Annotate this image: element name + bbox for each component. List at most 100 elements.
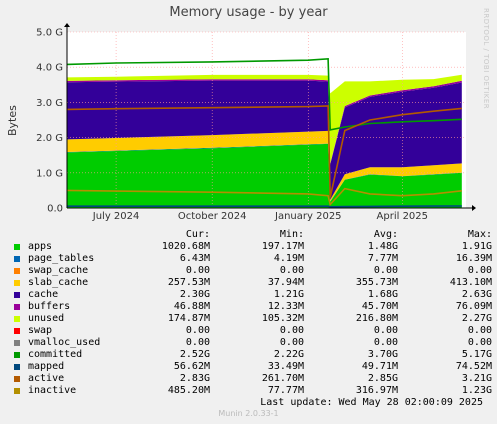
legend-swatch (14, 244, 20, 250)
memory-area-chart: 0.0 1.0 G 2.0 G 3.0 G 4.0 G 5.0 G July 2024 Oct… (36, 23, 476, 222)
legend-row-apps: apps 1020.68M 197.17M 1.48G 1.91G (12, 241, 492, 253)
chart-title: Memory usage - by year (169, 5, 328, 20)
rrdtool-watermark: RRDTOOL / TOBI OETIKER (482, 8, 490, 110)
legend-value-min: 261.70M (261, 373, 304, 384)
legend-row-inactive: inactive 485.20M 77.77M 316.97M 1.23G (12, 385, 492, 397)
legend-value-max: 5.17G (461, 349, 492, 360)
area-slab-cache (67, 130, 462, 202)
legend-table: Cur: Min: Avg: Max: apps 1020.68M 197.17M 1… (12, 229, 492, 397)
legend-swatch (14, 316, 20, 322)
legend-value-cur: 257.53M (167, 277, 210, 288)
legend-col-cur: Cur: (185, 229, 210, 240)
legend-value-avg: 49.71M (361, 361, 398, 372)
legend-col-max: Max: (467, 229, 492, 240)
legend-value-min: 0.00 (279, 337, 304, 348)
legend-value-cur: 46.88M (173, 301, 210, 312)
x-tick-label: January 2025 (274, 211, 342, 222)
legend-row-committed: committed 2.52G 2.22G 3.70G 5.17G (12, 349, 492, 361)
legend-value-avg: 0.00 (373, 325, 398, 336)
legend-series-name: unused (28, 313, 65, 324)
legend-value-avg: 316.97M (355, 385, 398, 396)
legend-value-min: 0.00 (279, 325, 304, 336)
legend-value-cur: 2.30G (179, 289, 210, 300)
y-tick-label: 5.0 G (36, 28, 63, 39)
legend-value-avg: 0.00 (373, 337, 398, 348)
legend-value-avg: 1.48G (367, 241, 398, 252)
legend-value-avg: 216.80M (355, 313, 398, 324)
legend-series-name: cache (28, 289, 59, 300)
line-committed (66, 57, 462, 131)
legend-value-cur: 174.87M (167, 313, 210, 324)
line-inactive (66, 187, 462, 207)
line-active (66, 105, 462, 198)
legend-value-cur: 485.20M (167, 385, 210, 396)
legend-value-max: 413.10M (449, 277, 492, 288)
legend-value-min: 0.00 (279, 265, 304, 276)
legend-swatch (14, 376, 20, 382)
y-tick-label: 4.0 G (36, 63, 63, 74)
legend-value-cur: 6.43M (179, 253, 210, 264)
legend-col-min: Min: (279, 229, 304, 240)
legend-value-avg: 2.85G (367, 373, 398, 384)
legend-value-cur: 56.62M (173, 361, 210, 372)
legend-value-min: 197.17M (261, 241, 304, 252)
legend-col-avg: Avg: (373, 229, 398, 240)
legend-value-avg: 45.70M (361, 301, 398, 312)
legend-swatch (14, 328, 20, 334)
legend-swatch (14, 364, 20, 370)
legend-swatch (14, 352, 20, 358)
legend-series-name: swap (28, 325, 53, 336)
legend-swatch (14, 388, 20, 394)
legend-series-name: apps (28, 241, 53, 252)
legend-value-max: 1.23G (461, 385, 492, 396)
legend-row-mapped: mapped 56.62M 33.49M 49.71M 74.52M (12, 361, 492, 373)
legend-series-name: vmalloc_used (28, 337, 101, 348)
munin-version: Munin 2.0.33-1 (218, 409, 279, 418)
legend-series-name: active (28, 373, 65, 384)
legend-value-max: 1.91G (461, 241, 492, 252)
legend-swatch (14, 304, 20, 310)
last-update: Last update: Wed May 28 02:00:09 2025 (260, 397, 483, 408)
legend-header: Cur: Min: Avg: Max: (12, 229, 492, 241)
legend-value-cur: 1020.68M (161, 241, 210, 252)
legend-row-unused: unused 174.87M 105.32M 216.80M 2.27G (12, 313, 492, 325)
legend-value-avg: 3.70G (367, 349, 398, 360)
legend-value-max: 16.39M (455, 253, 492, 264)
legend-value-avg: 1.68G (367, 289, 398, 300)
legend-row-buffers: buffers 46.88M 12.33M 45.70M 76.09M (12, 301, 492, 313)
legend-swatch (14, 280, 20, 286)
area-unused (67, 74, 462, 164)
legend-row-swap: swap 0.00 0.00 0.00 0.00 (12, 325, 492, 337)
y-tick-label: 1.0 G (36, 168, 63, 179)
legend-value-min: 12.33M (267, 301, 304, 312)
legend-value-cur: 2.52G (179, 349, 210, 360)
x-tick-label: April 2025 (377, 211, 428, 222)
legend-value-min: 37.94M (267, 277, 304, 288)
y-tick-label: 0.0 (47, 204, 63, 215)
y-tick-label: 2.0 G (36, 133, 63, 144)
area-buffers (67, 79, 462, 165)
legend-row-swap-cache: swap_cache 0.00 0.00 0.00 0.00 (12, 265, 492, 277)
legend-value-min: 33.49M (267, 361, 304, 372)
legend-value-cur: 2.83G (179, 373, 210, 384)
legend-value-min: 2.22G (273, 349, 304, 360)
legend-row-slab-cache: slab_cache 257.53M 37.94M 355.73M 413.10M (12, 277, 492, 289)
x-tick-label: October 2024 (178, 211, 247, 222)
legend-value-max: 0.00 (467, 325, 492, 336)
legend-value-avg: 355.73M (355, 277, 398, 288)
x-axis-arrow (472, 205, 476, 211)
y-tick-label: 3.0 G (36, 98, 63, 109)
legend-series-name: page_tables (28, 253, 95, 264)
legend-row-active: active 2.83G 261.70M 2.85G 3.21G (12, 373, 492, 385)
area-cache (67, 80, 462, 200)
legend-value-cur: 0.00 (185, 325, 210, 336)
legend-row-vmalloc-used: vmalloc_used 0.00 0.00 0.00 0.00 (12, 337, 492, 349)
legend-swatch (14, 268, 20, 274)
legend-series-name: buffers (28, 301, 71, 312)
legend-swatch (14, 256, 20, 262)
legend-value-min: 1.21G (273, 289, 304, 300)
legend-swatch (14, 340, 20, 346)
line-mapped (67, 205, 462, 208)
legend-series-name: inactive (28, 385, 77, 396)
